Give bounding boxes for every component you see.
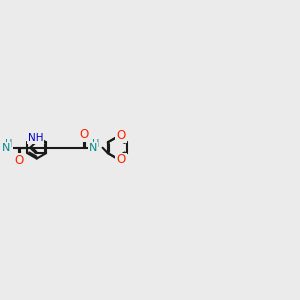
Text: O: O — [116, 154, 126, 166]
Text: H: H — [5, 139, 12, 149]
Text: N: N — [89, 143, 97, 153]
Text: O: O — [14, 154, 23, 167]
Text: NH: NH — [28, 133, 43, 143]
Text: N: N — [2, 143, 10, 153]
Text: O: O — [116, 129, 126, 142]
Text: H: H — [92, 139, 99, 149]
Text: O: O — [80, 128, 88, 141]
